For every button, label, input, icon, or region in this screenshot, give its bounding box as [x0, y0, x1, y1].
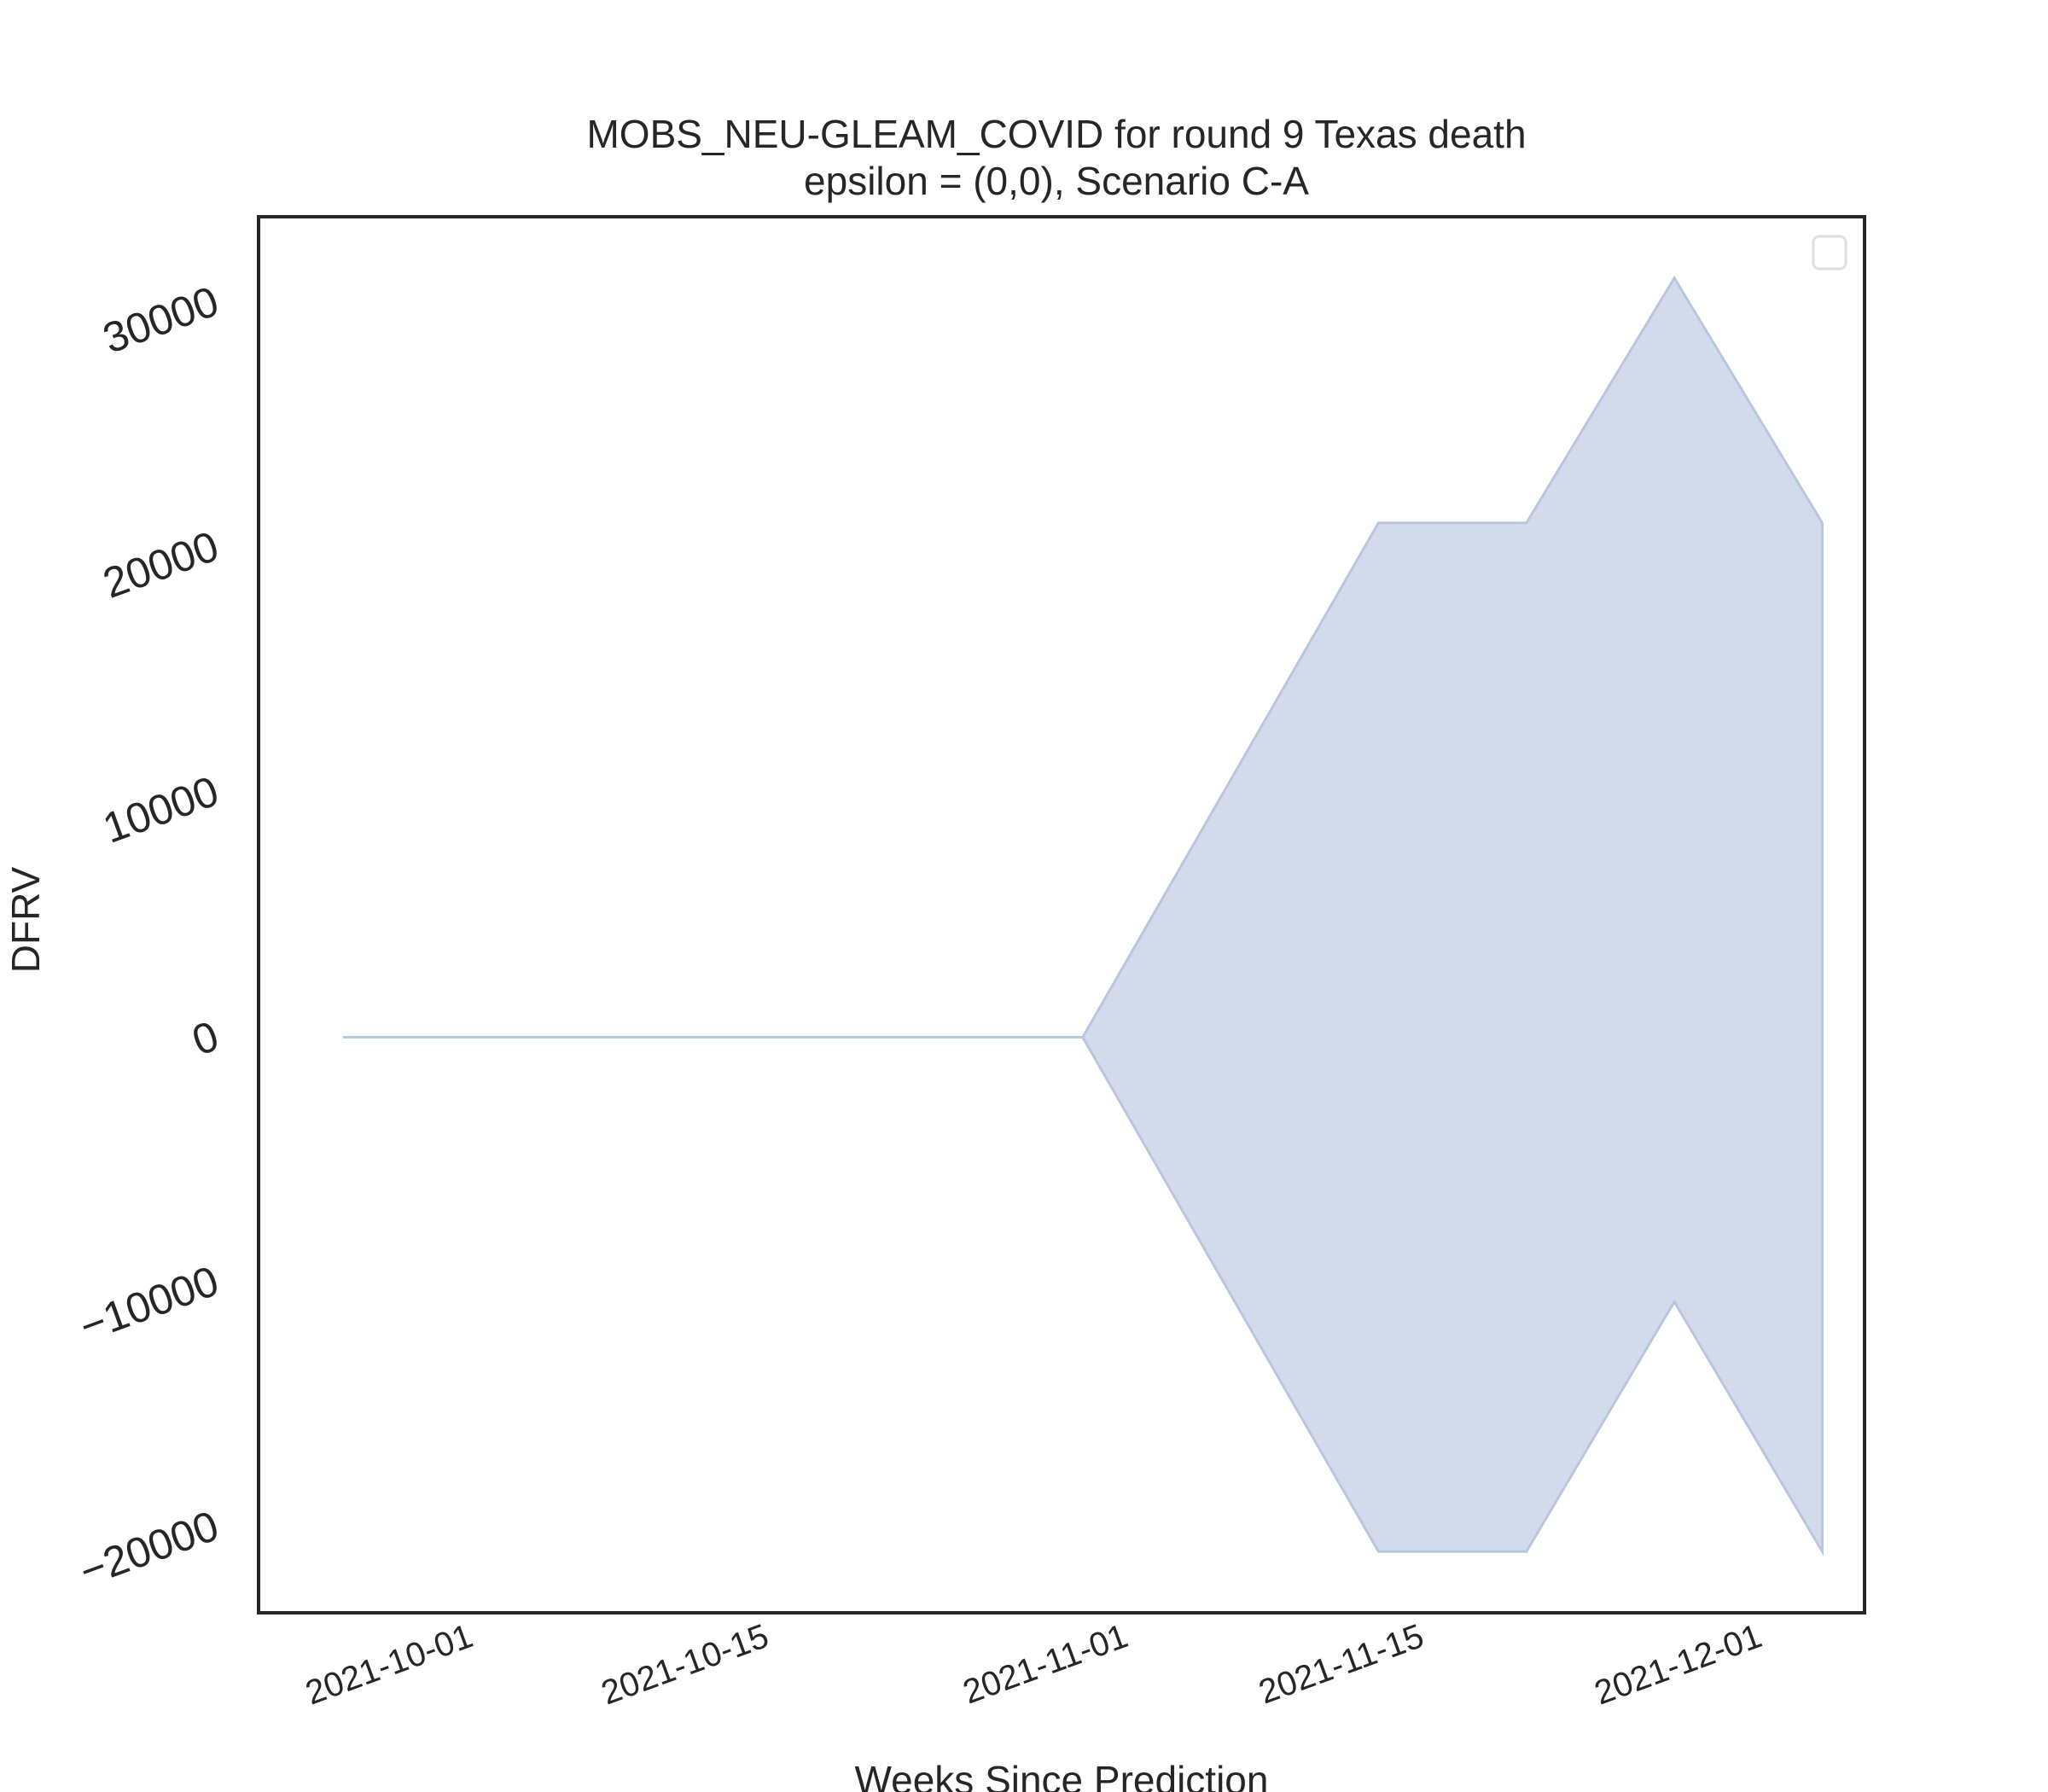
legend-box: [1812, 235, 1847, 271]
x-tick-label: 2021-11-01: [958, 1617, 1133, 1711]
y-tick-label: 10000: [96, 767, 224, 852]
x-tick-label: 2021-11-15: [1254, 1617, 1429, 1711]
x-tick-label: 2021-12-01: [1590, 1617, 1766, 1712]
axes-frame: [257, 215, 1866, 1615]
y-tick-label: −10000: [73, 1257, 224, 1351]
chart-subtitle: epsilon = (0,0), Scenario C-A: [804, 159, 1309, 203]
x-axis-label: Weeks Since Prediction: [855, 1758, 1269, 1792]
y-axis-label: DFRV: [3, 866, 48, 973]
legend: [1812, 235, 1847, 271]
y-tick-label: −20000: [73, 1502, 224, 1596]
x-axis-ticks: 2021-10-01 2021-10-15 2021-11-01 2021-11-15…: [300, 1617, 1766, 1712]
x-tick-label: 2021-10-15: [596, 1617, 773, 1712]
interval-band-series-0: [343, 275, 1824, 1556]
y-tick-label: 30000: [96, 277, 224, 363]
y-tick-label: 0: [186, 1012, 224, 1065]
x-tick-label: 2021-10-01: [300, 1617, 477, 1712]
plot-area: [343, 275, 1824, 1556]
y-tick-label: 20000: [96, 522, 224, 608]
chart-title: MOBS_NEU-GLEAM_COVID for round 9 Texas d…: [586, 112, 1526, 156]
y-axis-ticks: −20000 −10000 0 10000 20000 30000: [73, 277, 224, 1596]
